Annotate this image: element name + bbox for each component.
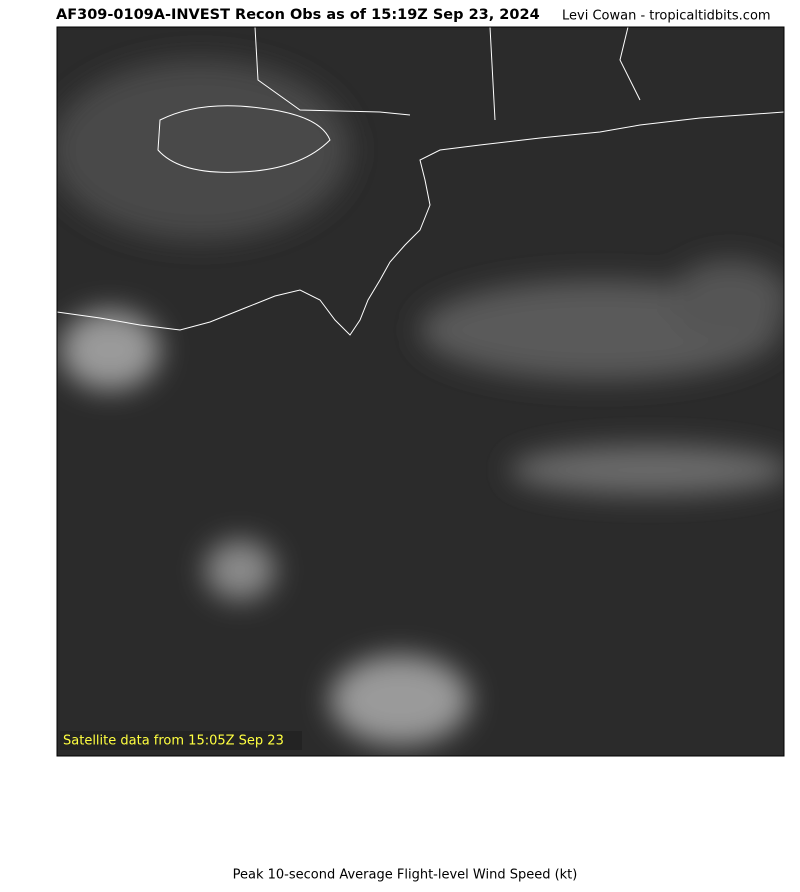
title: AF309-0109A-INVEST Recon Obs as of 15:19… bbox=[56, 7, 540, 23]
satellite-note: Satellite data from 15:05Z Sep 23 bbox=[63, 734, 284, 749]
cloud bbox=[57, 60, 350, 240]
coastline bbox=[57, 111, 784, 336]
cloud bbox=[670, 260, 784, 340]
note-background bbox=[60, 731, 302, 750]
map-area bbox=[57, 27, 784, 756]
credit: Levi Cowan - tropicaltidbits.com bbox=[562, 9, 771, 24]
lake bbox=[157, 105, 331, 173]
border bbox=[254, 27, 641, 121]
cloud bbox=[205, 540, 275, 600]
cloud bbox=[60, 310, 160, 390]
colorbar-label: Peak 10-second Average Flight-level Wind… bbox=[233, 868, 578, 883]
cloud bbox=[510, 445, 784, 495]
cloud bbox=[330, 655, 470, 745]
map-frame bbox=[56, 26, 785, 757]
clouds bbox=[57, 60, 784, 745]
